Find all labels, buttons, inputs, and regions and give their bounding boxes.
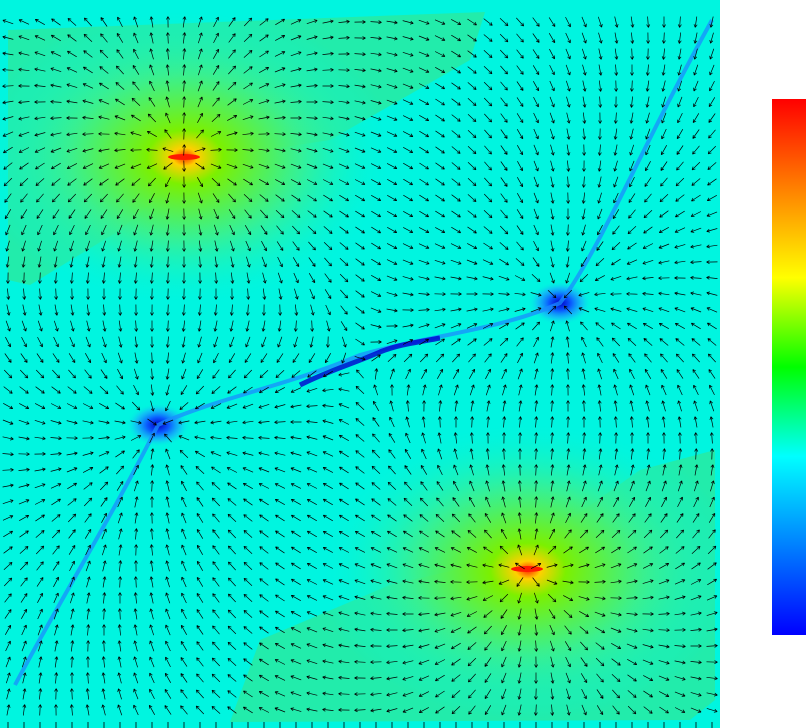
source-core-top: [168, 154, 200, 160]
vector-field-svg: [0, 0, 720, 728]
arrow-glyphs: [2, 16, 718, 716]
source-core-bottom: [511, 566, 543, 572]
colorbar: [772, 99, 806, 635]
tick-marks: [7, 722, 713, 728]
vector-field-plot: [0, 0, 720, 728]
arrow-field: [2, 16, 718, 716]
bottom-ticks: [7, 722, 713, 728]
defect-line-core: [298, 335, 441, 388]
defect-line: [13, 19, 714, 686]
